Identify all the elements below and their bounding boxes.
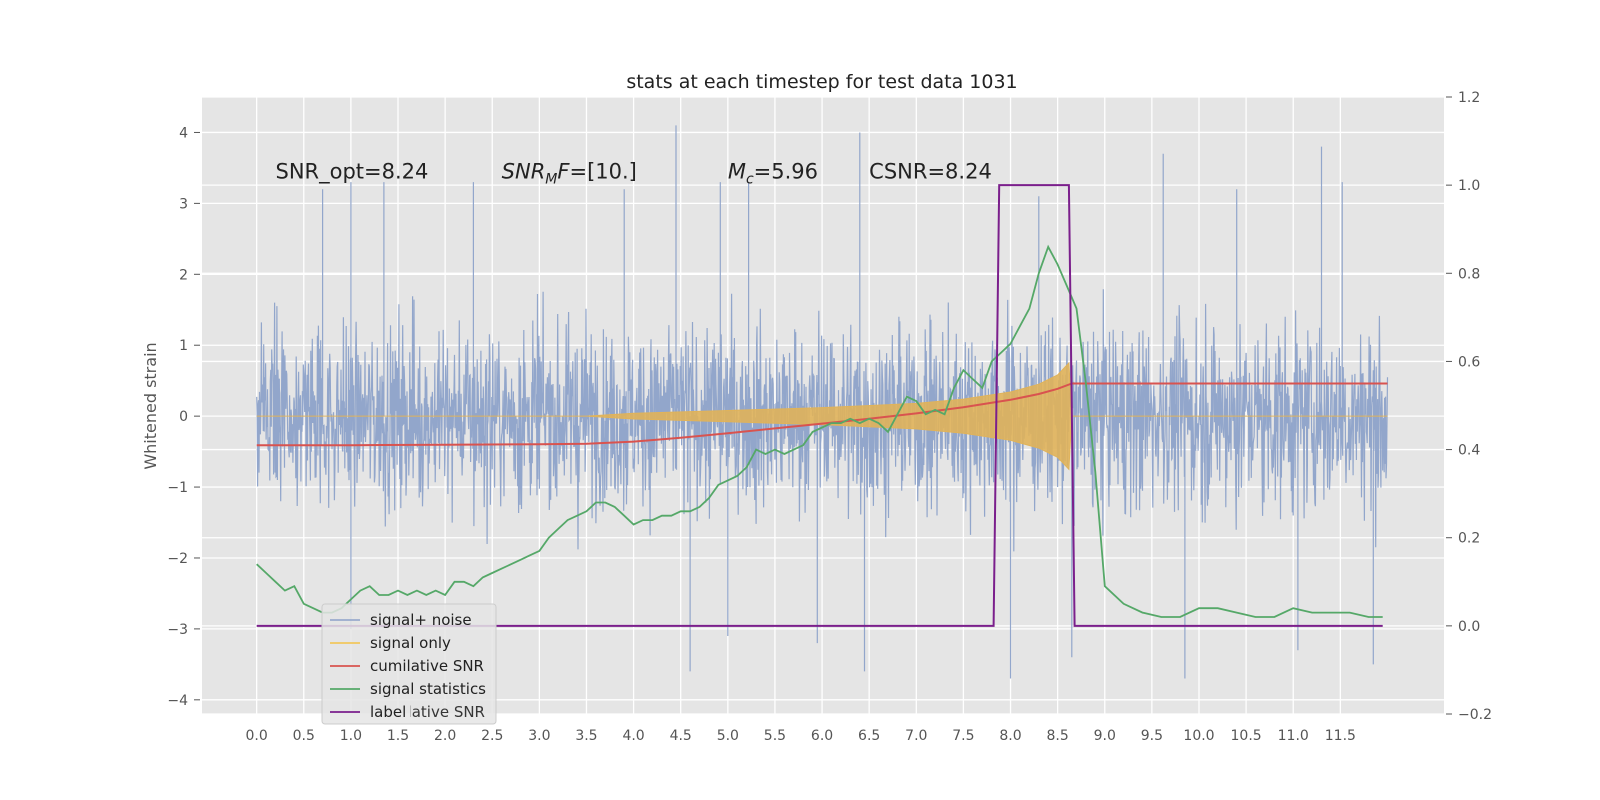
annotation-snr-opt: SNR_opt=8.24 [276, 160, 429, 185]
series-signal-plus-noise [256, 125, 1389, 679]
y-right-tick-label: −0.2 [1458, 707, 1492, 723]
chart-title: stats at each timestep for test data 103… [626, 71, 1017, 93]
y-right-tick-label: 0.4 [1458, 443, 1480, 459]
x-tick-label: 4.0 [622, 728, 644, 744]
annotation-layer: SNR_opt=8.24 SNRMF=[10.] Mc=5.96 CSNR=8.24 [276, 160, 992, 188]
series-layer [256, 184, 1388, 627]
x-tick-label: 5.5 [764, 728, 786, 744]
x-tick-label: 3.0 [528, 728, 550, 744]
legend-label: signal statistics [370, 680, 486, 698]
x-tick-label: 6.0 [811, 728, 833, 744]
x-tick-label: 6.5 [858, 728, 880, 744]
series-label [256, 184, 1383, 627]
y-right-tick-label: 0.8 [1458, 266, 1480, 282]
x-tick-label: 1.0 [340, 728, 362, 744]
x-tick-label: 0.0 [246, 728, 268, 744]
x-tick-label: 7.5 [952, 728, 974, 744]
y-tick-label: 1 [179, 338, 188, 354]
x-tick-label: 0.5 [293, 728, 315, 744]
x-tick-label: 3.5 [575, 728, 597, 744]
x-tick-label: 8.5 [1047, 728, 1069, 744]
x-tick-label: 11.5 [1325, 728, 1356, 744]
legend-box [321, 603, 497, 725]
x-tick-label: 9.0 [1094, 728, 1116, 744]
x-tick-label: 1.5 [387, 728, 409, 744]
y-tick-label: 0 [179, 409, 188, 425]
annotation-snr-mf: SNRMF=[10.] [502, 160, 637, 188]
legend-label: cumilative SNR [370, 657, 484, 675]
x-tick-label: 9.5 [1141, 728, 1163, 744]
x-tick-label: 2.5 [481, 728, 503, 744]
x-tick-label: 7.0 [905, 728, 927, 744]
annotation-csnr: CSNR=8.24 [869, 160, 992, 184]
x-tick-label: 5.0 [717, 728, 739, 744]
y-tick-label: −4 [167, 693, 188, 709]
x-tick-label: 4.5 [670, 728, 692, 744]
y-right-tick-label: 0.6 [1458, 354, 1480, 370]
legend-label: label [370, 703, 406, 721]
y-tick-label: −3 [167, 622, 188, 638]
noise-layer [256, 125, 1389, 679]
axes-layer: 0.0 0.5 1.0 1.5 2.0 2.5 3.0 3.5 4.0 4.5 5.0 5.5 6.0 6… [167, 90, 1492, 744]
y-axis-label: Whitened strain [141, 342, 160, 469]
y-tick-label: 4 [179, 125, 188, 141]
x-tick-label: 11.0 [1278, 728, 1309, 744]
y-right-tick-label: 0.2 [1458, 531, 1480, 547]
y-right-tick-label: 1.2 [1458, 90, 1480, 106]
y-tick-label: 3 [179, 196, 188, 212]
y-tick-label: −1 [167, 480, 188, 496]
y-tick-label: −2 [167, 551, 188, 567]
legend-label: signal+ noise [370, 611, 472, 629]
series-cumilative-snr [256, 382, 1388, 447]
x-tick-label: 10.5 [1231, 728, 1262, 744]
legend-label: signal only [370, 634, 451, 652]
y-right-tick-label: 0.0 [1458, 619, 1480, 635]
y-tick-label: 2 [179, 267, 188, 283]
legend-ghost-text: cumilative SNR [371, 703, 485, 721]
x-tick-label: 8.0 [999, 728, 1021, 744]
x-tick-label: 10.0 [1183, 728, 1214, 744]
series-signal-statistics [256, 244, 1383, 618]
y-right-tick-label: 1.0 [1458, 178, 1480, 194]
annotation-mc: Mc=5.96 [728, 160, 818, 188]
legend: signal+ noise signal only cumilative SNR si… [321, 603, 497, 725]
x-tick-label: 2.0 [434, 728, 456, 744]
